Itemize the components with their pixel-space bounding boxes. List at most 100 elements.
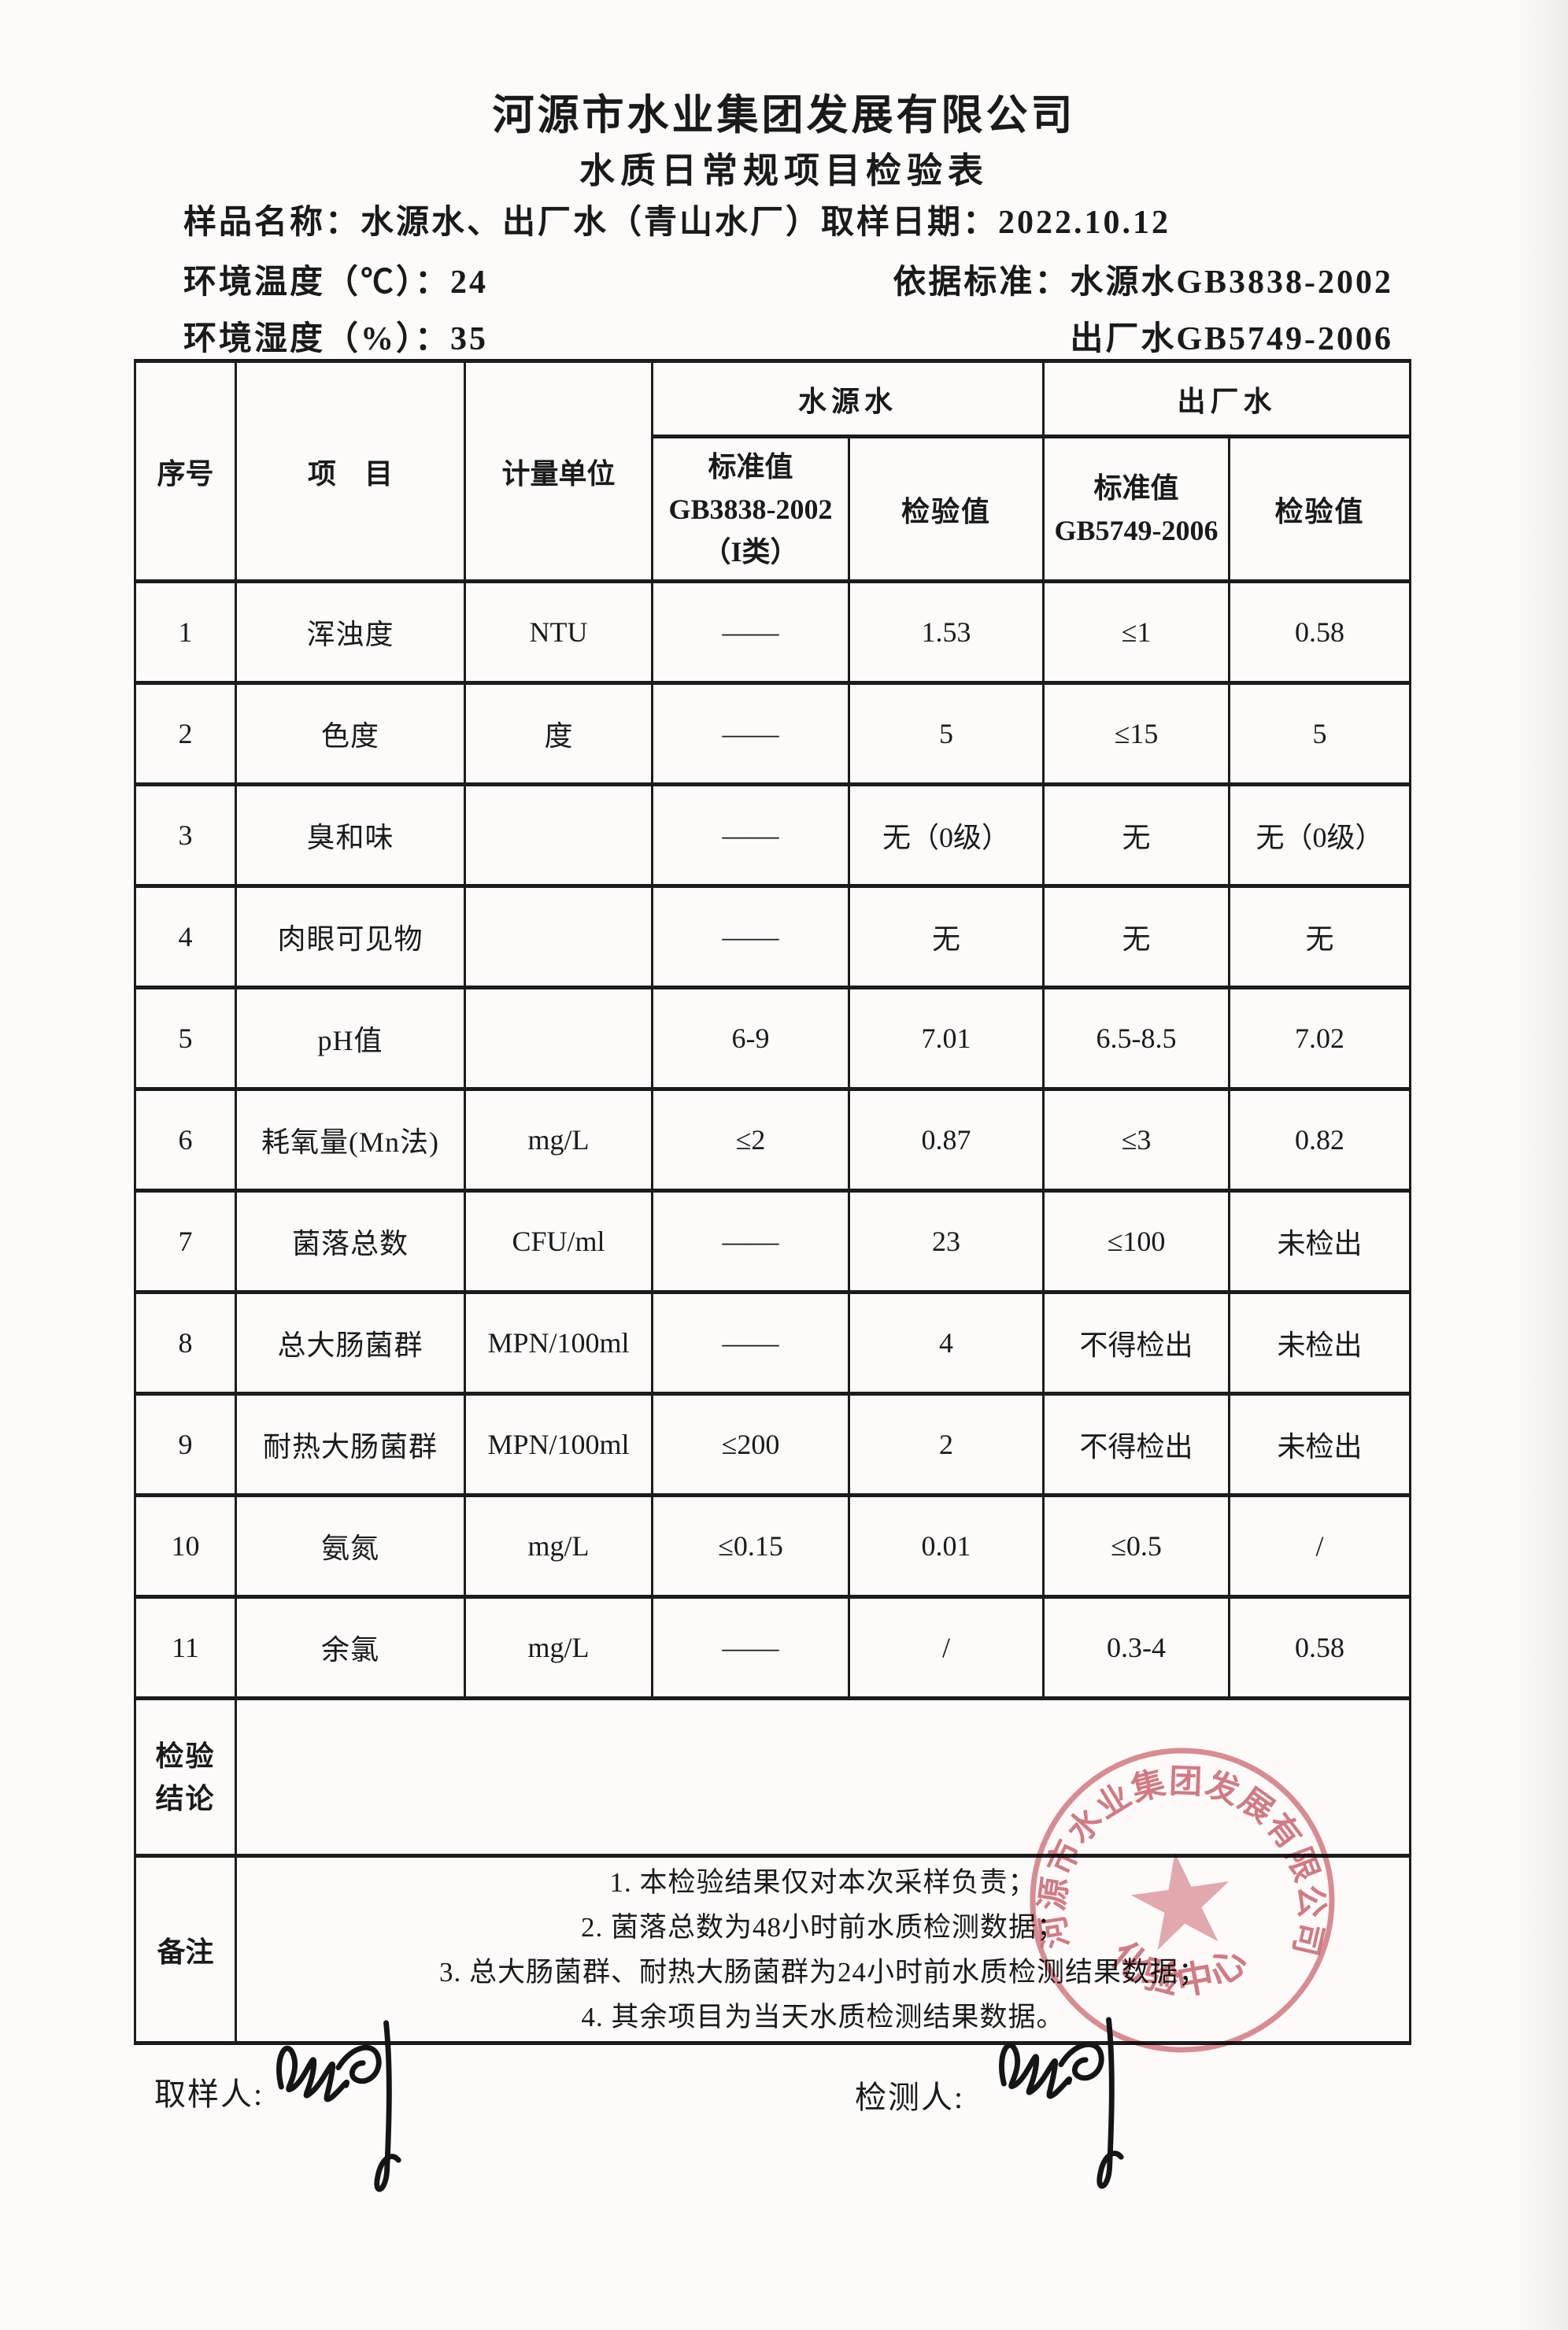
table-row: 10 氨氮 mg/L ≤0.15 0.01 ≤0.5 / <box>134 1493 1412 1599</box>
env-humidity-value: 35 <box>450 321 489 357</box>
cell-item: 色度 <box>235 681 466 786</box>
cell-no: 6 <box>134 1087 237 1193</box>
cell-unit: NTU <box>464 579 653 685</box>
cell-tap-standard: ≤3 <box>1042 1087 1231 1193</box>
cell-item: 肉眼可见物 <box>235 884 466 989</box>
note-line: 4. 其余项目为当天水质检测结果数据。 <box>581 2001 1065 2032</box>
cell-tap-standard: ≤15 <box>1042 681 1231 786</box>
env-temp-line: 环境温度（℃）：24 <box>183 255 488 303</box>
cell-unit: MPN/100ml <box>464 1392 653 1497</box>
col-header-no: 序号 <box>134 359 237 583</box>
cell-source-standard: ≤200 <box>651 1392 850 1497</box>
cell-no: 11 <box>134 1595 237 1700</box>
cell-tap-standard: ≤1 <box>1042 579 1231 685</box>
cell-tap-standard: 0.3-4 <box>1042 1595 1231 1700</box>
cell-item: 氨氮 <box>235 1493 466 1599</box>
cell-tap-value: 未检出 <box>1228 1189 1412 1294</box>
cell-tap-value: 0.58 <box>1228 579 1412 685</box>
cell-unit: mg/L <box>464 1087 653 1193</box>
scan-edge-shading <box>1513 0 1568 2330</box>
cell-source-standard: —— <box>651 1595 850 1700</box>
col-group-tap-water: 出厂水 <box>1042 359 1412 438</box>
page-title: 水质日常规项目检验表 <box>579 151 989 190</box>
sampling-date-value: 2022.10.12 <box>998 205 1171 241</box>
table-row: 1 浑浊度 NTU —— 1.53 ≤1 0.58 <box>134 579 1412 685</box>
cell-source-standard: —— <box>651 579 850 685</box>
col-header-item: 项 目 <box>235 359 466 583</box>
sample-info-line: 样品名称：水源水、出厂水（青山水厂）取样日期：2022.10.12 <box>183 195 1170 243</box>
cell-source-value: / <box>847 1595 1045 1700</box>
seal-ring <box>1030 1748 1335 2053</box>
table-row: 6 耗氧量(Mn法) mg/L ≤2 0.87 ≤3 0.82 <box>134 1087 1412 1193</box>
cell-tap-value: 无（0级） <box>1228 782 1412 888</box>
env-humidity-label: 环境湿度（%）： <box>183 321 451 357</box>
sampler-label: 取样人: <box>154 2077 264 2112</box>
table-row: 3 臭和味 —— 无（0级） 无 无（0级） <box>134 782 1412 888</box>
seal-bottom-text: 化验中心 <box>1101 1933 1258 2006</box>
table-row: 7 菌落总数 CFU/ml —— 23 ≤100 未检出 <box>134 1189 1412 1294</box>
cell-item: 余氯 <box>235 1595 466 1700</box>
cell-unit: mg/L <box>464 1493 653 1599</box>
env-temp-value: 24 <box>450 264 489 301</box>
notes-label: 备注 <box>134 1854 237 2045</box>
cell-source-standard: ≤2 <box>651 1087 850 1193</box>
cell-source-value: 5 <box>847 681 1045 786</box>
cell-source-value: 0.01 <box>847 1493 1045 1599</box>
cell-source-standard: —— <box>651 782 850 888</box>
cell-source-value: 1.53 <box>847 579 1045 685</box>
cell-tap-standard: ≤0.5 <box>1042 1493 1231 1599</box>
table-row: 2 色度 度 —— 5 ≤15 5 <box>134 681 1412 786</box>
cell-source-value: 0.87 <box>847 1087 1045 1193</box>
cell-source-standard: 6-9 <box>651 986 850 1091</box>
env-temp-label: 环境温度（℃）： <box>183 264 451 301</box>
cell-unit: mg/L <box>464 1595 653 1700</box>
table-row: 5 pH值 6-9 7.01 6.5-8.5 7.02 <box>134 986 1412 1091</box>
sample-name-value: 水源水、出厂水（青山水厂） <box>361 205 822 241</box>
cell-item: 浑浊度 <box>235 579 466 685</box>
cell-no: 4 <box>134 884 237 989</box>
cell-tap-standard: 不得检出 <box>1042 1392 1231 1497</box>
company-seal-stamp: 河源市水业集团发展有限公司 化验中心 <box>1030 1748 1335 2053</box>
env-humidity-line: 环境湿度（%）：35 <box>183 312 488 360</box>
cell-no: 9 <box>134 1392 237 1497</box>
cell-tap-standard: 无 <box>1042 884 1231 989</box>
cell-item: 耗氧量(Mn法) <box>235 1087 466 1193</box>
cell-tap-standard: 不得检出 <box>1042 1290 1231 1396</box>
cell-tap-standard: ≤100 <box>1042 1189 1231 1294</box>
cell-source-standard: —— <box>651 1189 850 1294</box>
cell-tap-value: / <box>1228 1493 1412 1599</box>
col-group-source-water: 水源水 <box>650 359 1045 438</box>
conclusion-value <box>234 1696 1412 1858</box>
standard-tap-water: 出厂水GB5749-2006 <box>1070 321 1393 357</box>
cell-tap-value: 0.58 <box>1228 1595 1412 1700</box>
cell-item: pH值 <box>235 986 466 1091</box>
tester-label: 检测人: <box>855 2080 965 2115</box>
company-name: 河源市水业集团发展有限公司 <box>492 93 1076 139</box>
cell-tap-standard: 6.5-8.5 <box>1042 986 1231 1091</box>
table-row: 11 余氯 mg/L —— / 0.3-4 0.58 <box>134 1595 1412 1700</box>
cell-source-value: 4 <box>847 1290 1045 1396</box>
cell-source-value: 7.01 <box>847 986 1045 1091</box>
cell-no: 5 <box>134 986 237 1091</box>
cell-tap-value: 未检出 <box>1228 1290 1412 1396</box>
seal-ring-text: 河源市水业集团发展有限公司 <box>1032 1759 1334 1961</box>
standard-source-water: 水源水GB3838-2002 <box>1070 264 1393 301</box>
cell-source-value: 无 <box>847 884 1045 989</box>
cell-source-value: 2 <box>847 1392 1045 1497</box>
cell-source-standard: —— <box>651 681 850 786</box>
col-header-source-standard: 标准值 GB3838-2002 （I类） <box>651 435 850 583</box>
col-header-tap-standard: 标准值 GB5749-2006 <box>1042 435 1231 583</box>
col-header-tap-value: 检验值 <box>1228 435 1412 583</box>
cell-item: 总大肠菌群 <box>235 1290 466 1396</box>
cell-unit: 度 <box>464 681 653 786</box>
cell-tap-standard: 无 <box>1042 782 1231 888</box>
table-header-group-row: 序号 项 目 计量单位 水源水 出厂水 <box>134 359 1412 583</box>
table-row: 8 总大肠菌群 MPN/100ml —— 4 不得检出 未检出 <box>134 1290 1412 1396</box>
cell-unit: CFU/ml <box>464 1189 653 1294</box>
cell-no: 10 <box>134 1493 237 1599</box>
cell-tap-value: 5 <box>1228 681 1412 786</box>
standard-basis-label: 依据标准： <box>893 264 1071 301</box>
sampling-date-label: 取样日期： <box>821 205 999 241</box>
cell-source-value: 23 <box>847 1189 1045 1294</box>
